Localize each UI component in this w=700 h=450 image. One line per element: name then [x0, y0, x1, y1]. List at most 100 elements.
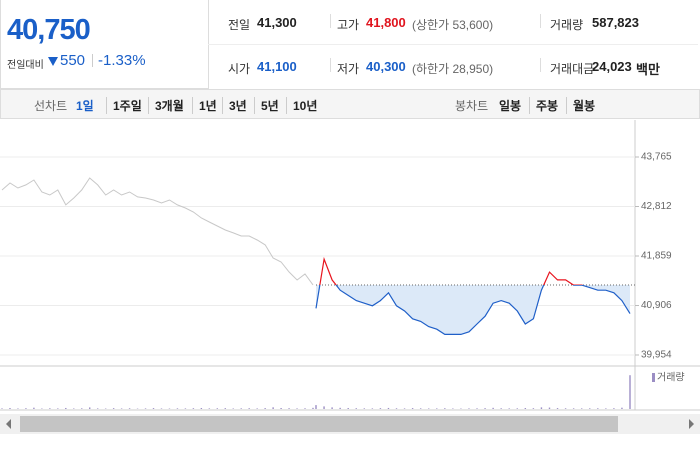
volume-bar	[371, 408, 374, 409]
scroll-thumb[interactable]	[20, 416, 618, 432]
volume-bar	[240, 408, 242, 409]
volume-bar	[160, 408, 163, 409]
volume-bar	[112, 408, 115, 409]
divider	[540, 58, 541, 72]
field-label: 저가	[337, 62, 360, 76]
volume-bar	[200, 408, 203, 409]
area-fill	[316, 259, 630, 335]
volume-bar	[304, 408, 306, 409]
field-value: 24,023	[592, 59, 632, 74]
volume-bar	[428, 408, 430, 409]
volume-bar	[556, 408, 559, 409]
field-label: 고가	[337, 18, 360, 32]
scroll-right[interactable]	[689, 419, 694, 429]
divider	[330, 58, 331, 72]
volume-bar	[540, 407, 543, 409]
field-label: 전일	[228, 18, 251, 32]
legend-swatch	[652, 373, 655, 382]
volume-bar	[379, 408, 382, 409]
volume-bar	[452, 408, 454, 409]
volume-bar	[264, 408, 266, 409]
volume-bar	[280, 408, 282, 409]
field-label: 거래량	[550, 18, 584, 32]
field-label: 거래대금	[550, 62, 595, 76]
volume-bar	[256, 408, 258, 409]
divider	[208, 44, 698, 45]
volume-bar	[605, 408, 607, 409]
volume-bar	[296, 408, 298, 409]
volume-bar	[339, 407, 341, 409]
volume-bar	[25, 408, 27, 409]
volume-bar	[65, 407, 67, 409]
volume-bar	[411, 408, 414, 409]
divider	[540, 14, 541, 28]
divider	[330, 14, 331, 28]
candle-tab[interactable]: 일봉	[499, 99, 522, 113]
volume-bar	[436, 408, 438, 409]
volume-bar	[403, 408, 406, 409]
legend-label: 거래량	[657, 372, 685, 384]
volume-bar	[49, 408, 51, 409]
period-tab[interactable]: 3개월	[148, 97, 184, 114]
field-note: (하한가 28,950)	[412, 62, 494, 76]
volume-bar	[395, 408, 398, 409]
volume-bar	[89, 407, 91, 409]
volume-bar	[532, 408, 535, 409]
volume-bar	[312, 407, 314, 409]
field-unit: 백만	[636, 62, 660, 77]
period-tab[interactable]: 5년	[254, 97, 279, 114]
change: 550	[60, 52, 86, 69]
volume-bar	[272, 407, 274, 409]
down-icon	[48, 57, 58, 66]
current-price: 40,750	[7, 14, 91, 46]
volume-bar	[17, 408, 19, 409]
volume-bar	[96, 408, 99, 409]
volume-bar	[484, 408, 486, 409]
price-line-prev	[1, 177, 314, 286]
period-tab[interactable]: 3년	[222, 97, 247, 114]
volume-bar	[516, 408, 518, 409]
volume-bar	[120, 408, 123, 409]
volume-bar	[613, 408, 615, 409]
volume-bar	[629, 375, 631, 409]
candle-tab[interactable]: 주봉	[529, 97, 558, 114]
period-tab[interactable]: 1주일	[106, 97, 142, 114]
period-tab[interactable]: 1년	[192, 97, 217, 114]
change-label: 전일대비	[7, 60, 44, 71]
volume-bar	[347, 408, 349, 409]
volume-bar	[9, 408, 11, 409]
volume-bar	[564, 408, 567, 409]
y-tick-label: 42,812	[641, 201, 672, 212]
field-value: 41,300	[257, 15, 297, 30]
field-value: 40,300	[366, 59, 406, 74]
candle-tab[interactable]: 월봉	[566, 97, 595, 114]
volume-bar	[288, 408, 290, 409]
volume-bar	[248, 408, 250, 409]
volume-bar	[476, 408, 478, 409]
volume-bar	[176, 408, 179, 409]
volume-bar	[224, 408, 226, 409]
volume-bar	[144, 408, 147, 409]
volume-bar	[81, 408, 83, 409]
volume-bar	[323, 406, 325, 409]
volume-bar	[524, 408, 527, 409]
period-tab[interactable]: 10년	[286, 97, 317, 114]
volume-bar	[208, 408, 211, 409]
volume-bar	[363, 408, 366, 409]
volume-bar	[192, 408, 195, 409]
volume-bar	[444, 408, 446, 409]
y-tick-label: 41,859	[641, 251, 672, 262]
field-value: 41,100	[257, 59, 297, 74]
volume-bar	[315, 405, 317, 409]
scroll-left[interactable]	[6, 419, 11, 429]
volume-bar	[621, 407, 623, 409]
field-value: 587,823	[592, 15, 639, 30]
volume-bar	[73, 408, 75, 409]
candle-chart-label: 봉차트	[455, 99, 489, 113]
volume-bar	[331, 407, 333, 409]
y-tick-label: 40,906	[641, 300, 672, 311]
period-tab[interactable]: 1일	[76, 99, 94, 113]
y-tick-label: 43,765	[641, 152, 672, 163]
